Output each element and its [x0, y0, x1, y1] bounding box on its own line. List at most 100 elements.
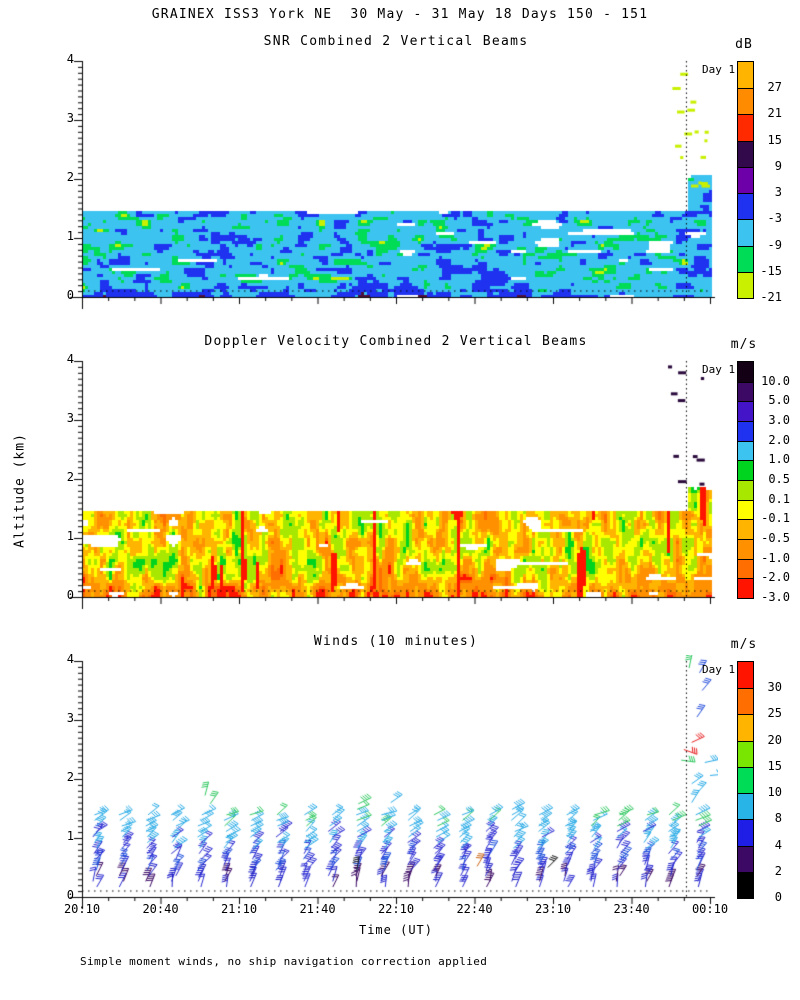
x-axis-title: Time (UT): [358, 923, 434, 937]
x-tick-label: 21:10: [220, 902, 258, 916]
colorbar-tick-label: -2.0: [761, 570, 790, 585]
y-axis-title: Altitude (km): [12, 433, 28, 548]
colorbar-segment: [738, 421, 753, 441]
colorbar-winds: 30 25 20 15 10 8 4 2 0: [737, 661, 782, 904]
figure-caption: Simple moment winds, no ship navigation …: [80, 955, 488, 968]
x-tick-label: 23:10: [534, 902, 572, 916]
panel-title-doppler: Doppler Velocity Combined 2 Vertical Bea…: [204, 334, 588, 349]
colorbar-tick-label: 5.0: [768, 393, 790, 408]
colorbar-segment: [738, 114, 753, 141]
colorbar-segment: [738, 219, 753, 246]
colorbar-tick-label: 9: [774, 158, 782, 173]
colorbar-tick-label: 4: [774, 837, 782, 852]
colorbar-snr: 27 21 15 9 3 -3 -9 -15 -21: [737, 61, 782, 304]
colorbar-tick-label: 8: [774, 811, 782, 826]
colorbar-segment: [738, 62, 753, 89]
colorbar-segment: [738, 519, 753, 539]
colorbar-tick-label: 15: [767, 132, 782, 147]
colorbar-segment: [738, 845, 753, 872]
colorbar-segment: [738, 714, 753, 741]
colorbar-doppler: 10.0 5.0 3.0 2.0 1.0 0.5 0.1 -0.1 -0.5 -1.0 -2.0 -3…: [737, 361, 790, 604]
colorbar-segment: [738, 819, 753, 846]
doppler-heatmap-canvas: [62, 355, 718, 613]
colorbar-segment: [738, 140, 753, 167]
colorbar-tick-label: -21: [760, 290, 782, 304]
figure-title: GRAINEX ISS3 York NE 30 May - 31 May 18 …: [151, 7, 649, 22]
colorbar-segment: [738, 662, 753, 689]
y-tick-label: 2: [66, 770, 74, 784]
y-tick-label: 0: [66, 888, 74, 902]
colorbar-segment: [738, 381, 753, 402]
colorbar-segment: [738, 401, 753, 421]
colorbar-segment: [738, 166, 753, 194]
colorbar-tick-label: 27: [767, 80, 782, 95]
x-tick-label: 23:40: [613, 902, 650, 916]
colorbar-tick-label: 0.1: [768, 491, 790, 506]
colorbar-tick-label: -3: [767, 211, 782, 226]
colorbar-tick-label: 10.0: [761, 373, 790, 388]
y-tick-label: 4: [66, 52, 74, 66]
y-tick-label: 4: [66, 652, 74, 666]
colorbar-segment: [738, 793, 753, 820]
colorbar-units-ms-1: m/s: [730, 337, 758, 352]
colorbar-units-db: dB: [735, 37, 753, 52]
panel-title-winds: Winds (10 minutes): [313, 634, 479, 649]
colorbar-tick-label: 0.5: [768, 472, 790, 486]
colorbar-segment: [738, 480, 753, 500]
colorbar-tick-label: 0: [774, 890, 782, 904]
y-tick-label: 2: [66, 170, 74, 184]
panel-title-snr: SNR Combined 2 Vertical Beams: [263, 34, 529, 49]
colorbar-tick-label: 2: [774, 863, 782, 878]
colorbar-segment: [738, 362, 753, 382]
colorbar-segment: [738, 88, 753, 115]
day-marker-label: Day 1: [702, 664, 736, 676]
colorbar-segment: [738, 558, 753, 579]
colorbar-segment: [738, 766, 753, 794]
colorbar-tick-label: 15: [767, 758, 782, 773]
y-tick-label: 3: [66, 411, 74, 425]
colorbar-segment: [738, 539, 753, 559]
winds-barbs-canvas: [62, 655, 718, 913]
colorbar-segment: [738, 245, 753, 272]
colorbar-tick-label: -9: [767, 237, 782, 252]
y-tick-label: 2: [66, 470, 74, 484]
colorbar-segment: [738, 460, 753, 480]
colorbar-tick-label: -0.1: [761, 511, 790, 526]
x-tick-label: 21:40: [299, 902, 336, 916]
colorbar-segment: [738, 578, 753, 598]
colorbar-tick-label: -3.0: [761, 590, 790, 604]
colorbar-tick-label: 1.0: [768, 452, 790, 467]
colorbar-tick-label: 2.0: [768, 432, 790, 447]
snr-heatmap-canvas: [62, 55, 718, 313]
colorbar-tick-label: 30: [767, 680, 782, 695]
colorbar-segment: [738, 193, 753, 220]
y-tick-label: 0: [66, 588, 74, 602]
y-tick-label: 1: [66, 529, 74, 543]
y-tick-label: 1: [66, 829, 74, 843]
y-tick-label: 0: [66, 288, 74, 302]
y-tick-label: 3: [66, 111, 74, 125]
x-tick-label: 20:40: [142, 902, 179, 916]
colorbar-segment: [738, 440, 753, 461]
day-marker-label: Day 1: [702, 364, 736, 376]
x-tick-label: 22:10: [377, 902, 415, 916]
colorbar-segment: [738, 271, 753, 298]
colorbar-tick-label: -0.5: [761, 531, 790, 545]
colorbar-tick-label: -1.0: [761, 550, 790, 565]
colorbar-tick-label: 25: [767, 706, 782, 721]
y-tick-label: 1: [66, 229, 74, 243]
colorbar-segment: [738, 688, 753, 715]
colorbar-tick-label: 3: [774, 185, 782, 200]
colorbar-segment: [738, 871, 753, 898]
x-tick-label: 22:40: [456, 902, 493, 916]
colorbar-units-ms-2: m/s: [730, 637, 758, 652]
colorbar-tick-label: 10: [767, 785, 782, 800]
x-tick-label: 20:10: [63, 902, 101, 916]
y-tick-label: 4: [66, 352, 74, 366]
colorbar-tick-label: -15: [760, 263, 782, 278]
colorbar-segment: [738, 740, 753, 767]
y-tick-label: 3: [66, 711, 74, 725]
x-tick-label: 00:10: [691, 902, 729, 916]
colorbar-tick-label: 3.0: [768, 413, 790, 427]
